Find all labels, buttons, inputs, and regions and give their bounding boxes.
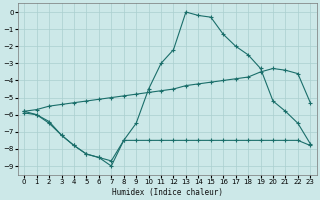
X-axis label: Humidex (Indice chaleur): Humidex (Indice chaleur) (112, 188, 223, 197)
